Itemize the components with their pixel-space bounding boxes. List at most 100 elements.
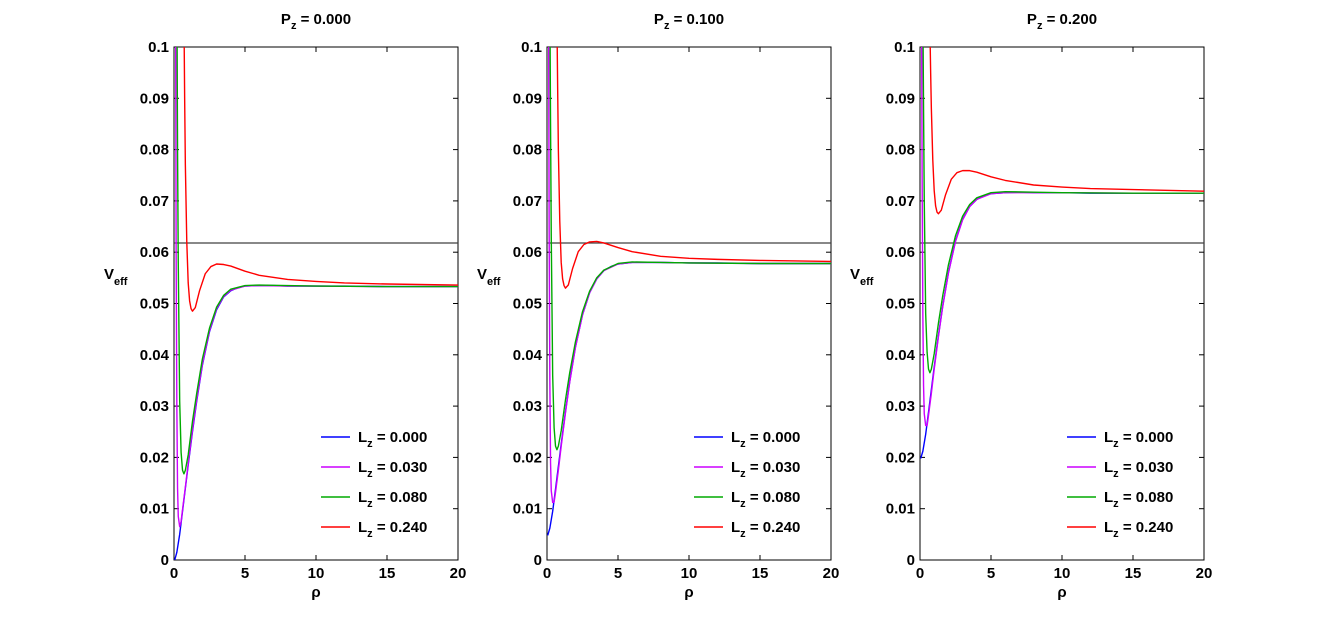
axes-box (919, 46, 1205, 561)
legend-label-value: = 0.240 (746, 519, 801, 536)
legend-label-main: L (731, 429, 740, 446)
y-tick-label: 0.05 (886, 296, 915, 313)
legend-label-sub: z (367, 528, 373, 540)
y-tick-label: 0.06 (140, 244, 169, 261)
axes-box (546, 46, 832, 561)
y-tick-label: 0.04 (886, 347, 916, 364)
legend-label-value: = 0.030 (373, 459, 428, 476)
chart-title-value: = 0.200 (1042, 11, 1097, 28)
y-axis-label-main: V (477, 266, 487, 283)
legend-label-2: Lz = 0.030 (1104, 459, 1173, 480)
y-axis-label: Veff (104, 266, 128, 288)
x-tick-label: 5 (241, 565, 249, 582)
legend: Lz = 0.000 Lz = 0.030 Lz = 0.080 Lz = 0.240 (321, 429, 427, 540)
legend-label-main: L (731, 459, 740, 476)
legend-label-main: L (358, 519, 367, 536)
x-axis-label: ρ (1057, 584, 1066, 601)
legend-label-main: L (731, 519, 740, 536)
x-tick-label: 20 (450, 565, 467, 582)
y-axis-label-main: V (104, 266, 114, 283)
x-tick-label: 20 (823, 565, 840, 582)
legend-label-main: L (731, 489, 740, 506)
y-tick-label: 0.02 (513, 449, 542, 466)
panel-1: 0 5 10 15 20 0 0.01 0.02 0.03 0.04 0.05 0.06 0.07 0.0… (104, 11, 466, 601)
legend-label-sub: z (740, 528, 746, 540)
legend-label-value: = 0.000 (746, 429, 801, 446)
y-axis-label: Veff (477, 266, 501, 288)
axes-box (173, 46, 459, 561)
legend-label-3: Lz = 0.080 (358, 489, 427, 510)
y-tick-label: 0.07 (886, 193, 915, 210)
legend-label-sub: z (740, 438, 746, 450)
legend-label-main: L (1104, 519, 1113, 536)
y-axis-label-sub: eff (114, 276, 128, 288)
legend-label-main: L (358, 489, 367, 506)
y-tick-label: 0 (907, 552, 915, 569)
series-group (920, 47, 1204, 459)
y-tick-label: 0.04 (513, 347, 543, 364)
legend-label-main: L (358, 459, 367, 476)
panel-2: 0 5 10 15 20 0 0.01 0.02 0.03 0.04 0.05 0.06 0.07 0.0… (477, 11, 839, 601)
legend-label-sub: z (1113, 528, 1119, 540)
legend-label-1: Lz = 0.000 (731, 429, 800, 450)
y-tick-label: 0.05 (140, 296, 169, 313)
x-tick-label: 10 (1054, 565, 1071, 582)
legend-label-3: Lz = 0.080 (1104, 489, 1173, 510)
legend-label-4: Lz = 0.240 (358, 519, 427, 540)
series-line-4 (183, 47, 458, 312)
y-tick-label: 0.1 (148, 39, 169, 56)
y-tick-label: 0.08 (140, 142, 169, 159)
x-tick-label: 5 (614, 565, 622, 582)
series-line-4 (556, 47, 831, 289)
y-tick-label: 0 (534, 552, 542, 569)
y-tick-label: 0.05 (513, 296, 542, 313)
legend-label-sub: z (367, 498, 373, 510)
y-axis-label-main: V (850, 266, 860, 283)
y-tick-label: 0.06 (513, 244, 542, 261)
legend-label-value: = 0.080 (1119, 489, 1174, 506)
legend-label-sub: z (367, 438, 373, 450)
y-tick-label: 0.08 (513, 142, 542, 159)
chart-title: Pz = 0.100 (654, 11, 724, 32)
legend-label-value: = 0.240 (1119, 519, 1174, 536)
x-axis-label: ρ (684, 584, 693, 601)
y-tick-label: 0.03 (140, 398, 169, 415)
y-tick-label: 0.09 (886, 90, 915, 107)
y-tick-label: 0.07 (140, 193, 169, 210)
legend-label-sub: z (1113, 468, 1119, 480)
series-line-4 (929, 47, 1204, 215)
y-tick-label: 0.01 (513, 501, 542, 518)
x-axis-label: ρ (311, 584, 320, 601)
panel-3: 0 5 10 15 20 0 0.01 0.02 0.03 0.04 0.05 0.06 0.07 0.0… (850, 11, 1212, 601)
series-line-3 (922, 47, 1204, 374)
legend-label-value: = 0.000 (373, 429, 428, 446)
legend-label-main: L (1104, 459, 1113, 476)
series-line-2 (921, 47, 1204, 427)
legend-label-value: = 0.080 (373, 489, 428, 506)
chart-title-sub: z (291, 20, 297, 32)
y-tick-label: 0.06 (886, 244, 915, 261)
series-group (547, 47, 831, 536)
legend-label-3: Lz = 0.080 (731, 489, 800, 510)
y-tick-label: 0.09 (140, 90, 169, 107)
y-tick-label: 0 (161, 552, 169, 569)
series-line-3 (549, 47, 831, 451)
legend-label-value: = 0.030 (1119, 459, 1174, 476)
legend-label-value: = 0.080 (746, 489, 801, 506)
y-tick-label: 0.01 (886, 501, 915, 518)
y-tick-label: 0.07 (513, 193, 542, 210)
chart-title-main: P (281, 11, 291, 28)
chart-title-sub: z (1037, 20, 1043, 32)
legend-label-2: Lz = 0.030 (731, 459, 800, 480)
x-tick-label: 5 (987, 565, 995, 582)
chart-title-value: = 0.000 (296, 11, 351, 28)
y-tick-label: 0.04 (140, 347, 170, 364)
legend-label-4: Lz = 0.240 (1104, 519, 1173, 540)
chart-title-value: = 0.100 (669, 11, 724, 28)
legend-label-value: = 0.000 (1119, 429, 1174, 446)
series-line-3 (176, 47, 458, 475)
y-tick-label: 0.03 (886, 398, 915, 415)
x-tick-label: 15 (1125, 565, 1142, 582)
x-tick-label: 0 (916, 565, 924, 582)
x-tick-label: 15 (379, 565, 396, 582)
